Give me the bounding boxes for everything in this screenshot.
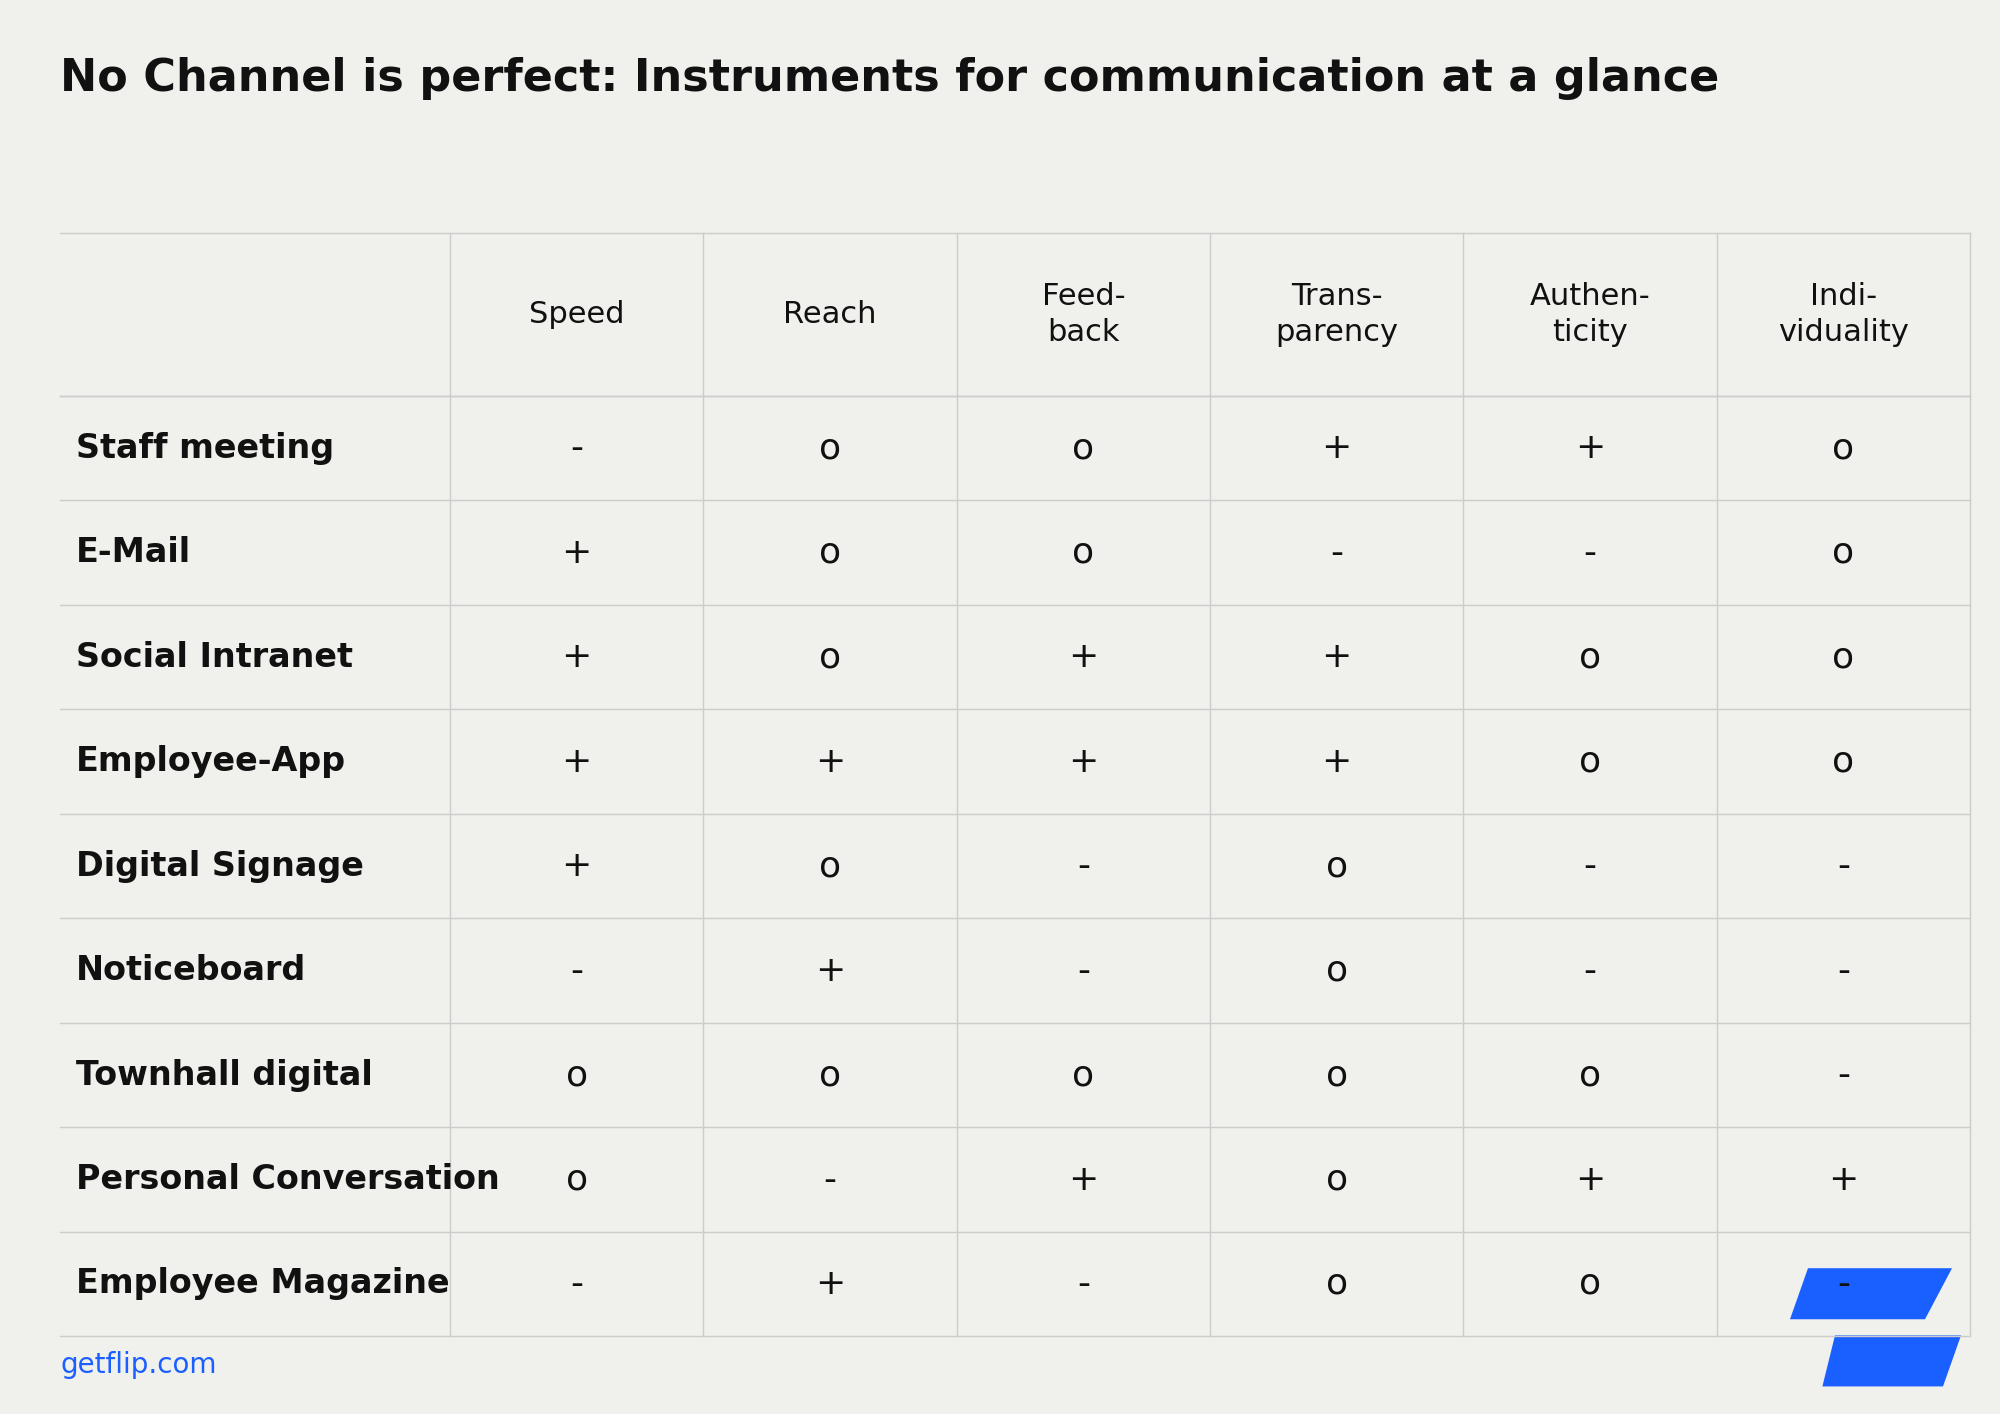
Text: o: o	[566, 1058, 588, 1092]
Text: +: +	[1828, 1162, 1858, 1196]
Text: o: o	[818, 431, 842, 465]
Text: o: o	[1326, 848, 1348, 884]
Text: o: o	[1326, 953, 1348, 987]
Text: -: -	[1076, 1267, 1090, 1301]
Text: +: +	[814, 953, 846, 987]
Text: No Channel is perfect: Instruments for communication at a glance: No Channel is perfect: Instruments for c…	[60, 57, 1720, 99]
Text: o: o	[1326, 1267, 1348, 1301]
Text: Authen-
ticity: Authen- ticity	[1530, 283, 1650, 346]
Text: -: -	[1584, 848, 1596, 884]
Text: o: o	[1578, 1267, 1602, 1301]
Text: Trans-
parency: Trans- parency	[1276, 283, 1398, 346]
Text: +: +	[1068, 641, 1098, 674]
Text: Speed: Speed	[528, 300, 624, 329]
Text: o: o	[1578, 641, 1602, 674]
Text: -: -	[570, 431, 584, 465]
Text: Noticeboard: Noticeboard	[76, 954, 306, 987]
Text: +: +	[1068, 1162, 1098, 1196]
Text: +: +	[1322, 641, 1352, 674]
Text: o: o	[818, 848, 842, 884]
Text: o: o	[1072, 431, 1094, 465]
Text: o: o	[1072, 1058, 1094, 1092]
Text: +: +	[1068, 745, 1098, 779]
Text: +: +	[1322, 745, 1352, 779]
Text: +: +	[1322, 431, 1352, 465]
Text: -: -	[1836, 1267, 1850, 1301]
Text: +: +	[814, 1267, 846, 1301]
Text: o: o	[1326, 1162, 1348, 1196]
Text: -: -	[1584, 536, 1596, 570]
Text: o: o	[1072, 536, 1094, 570]
Text: +: +	[1574, 1162, 1606, 1196]
Text: -: -	[824, 1162, 836, 1196]
Text: o: o	[566, 1162, 588, 1196]
Text: o: o	[1326, 1058, 1348, 1092]
Text: -: -	[570, 953, 584, 987]
Text: Employee Magazine: Employee Magazine	[76, 1267, 450, 1301]
Text: +: +	[562, 848, 592, 884]
Text: +: +	[562, 745, 592, 779]
Text: o: o	[1832, 745, 1854, 779]
Text: Social Intranet: Social Intranet	[76, 641, 352, 673]
Text: +: +	[814, 745, 846, 779]
Text: o: o	[1832, 536, 1854, 570]
Text: o: o	[818, 1058, 842, 1092]
Text: Indi-
viduality: Indi- viduality	[1778, 283, 1908, 346]
Text: o: o	[818, 641, 842, 674]
Text: -: -	[1584, 953, 1596, 987]
Text: o: o	[1578, 1058, 1602, 1092]
Text: -: -	[1836, 1058, 1850, 1092]
Text: Digital Signage: Digital Signage	[76, 850, 364, 882]
Text: -: -	[1836, 848, 1850, 884]
Text: Personal Conversation: Personal Conversation	[76, 1162, 500, 1196]
Text: Employee-App: Employee-App	[76, 745, 346, 778]
Polygon shape	[1822, 1335, 1960, 1386]
Text: +: +	[1574, 431, 1606, 465]
Text: -: -	[1076, 953, 1090, 987]
Text: Feed-
back: Feed- back	[1042, 283, 1126, 346]
Text: -: -	[1836, 953, 1850, 987]
Text: E-Mail: E-Mail	[76, 536, 192, 570]
Text: o: o	[818, 536, 842, 570]
Polygon shape	[1790, 1268, 1952, 1319]
Text: +: +	[562, 641, 592, 674]
Text: -: -	[570, 1267, 584, 1301]
Text: o: o	[1578, 745, 1602, 779]
Text: -: -	[1330, 536, 1344, 570]
Text: Staff meeting: Staff meeting	[76, 431, 334, 465]
Text: getflip.com: getflip.com	[60, 1350, 216, 1379]
Text: -: -	[1076, 848, 1090, 884]
Text: o: o	[1832, 431, 1854, 465]
Text: +: +	[562, 536, 592, 570]
Text: Townhall digital: Townhall digital	[76, 1059, 372, 1092]
Text: Reach: Reach	[784, 300, 876, 329]
Text: o: o	[1832, 641, 1854, 674]
